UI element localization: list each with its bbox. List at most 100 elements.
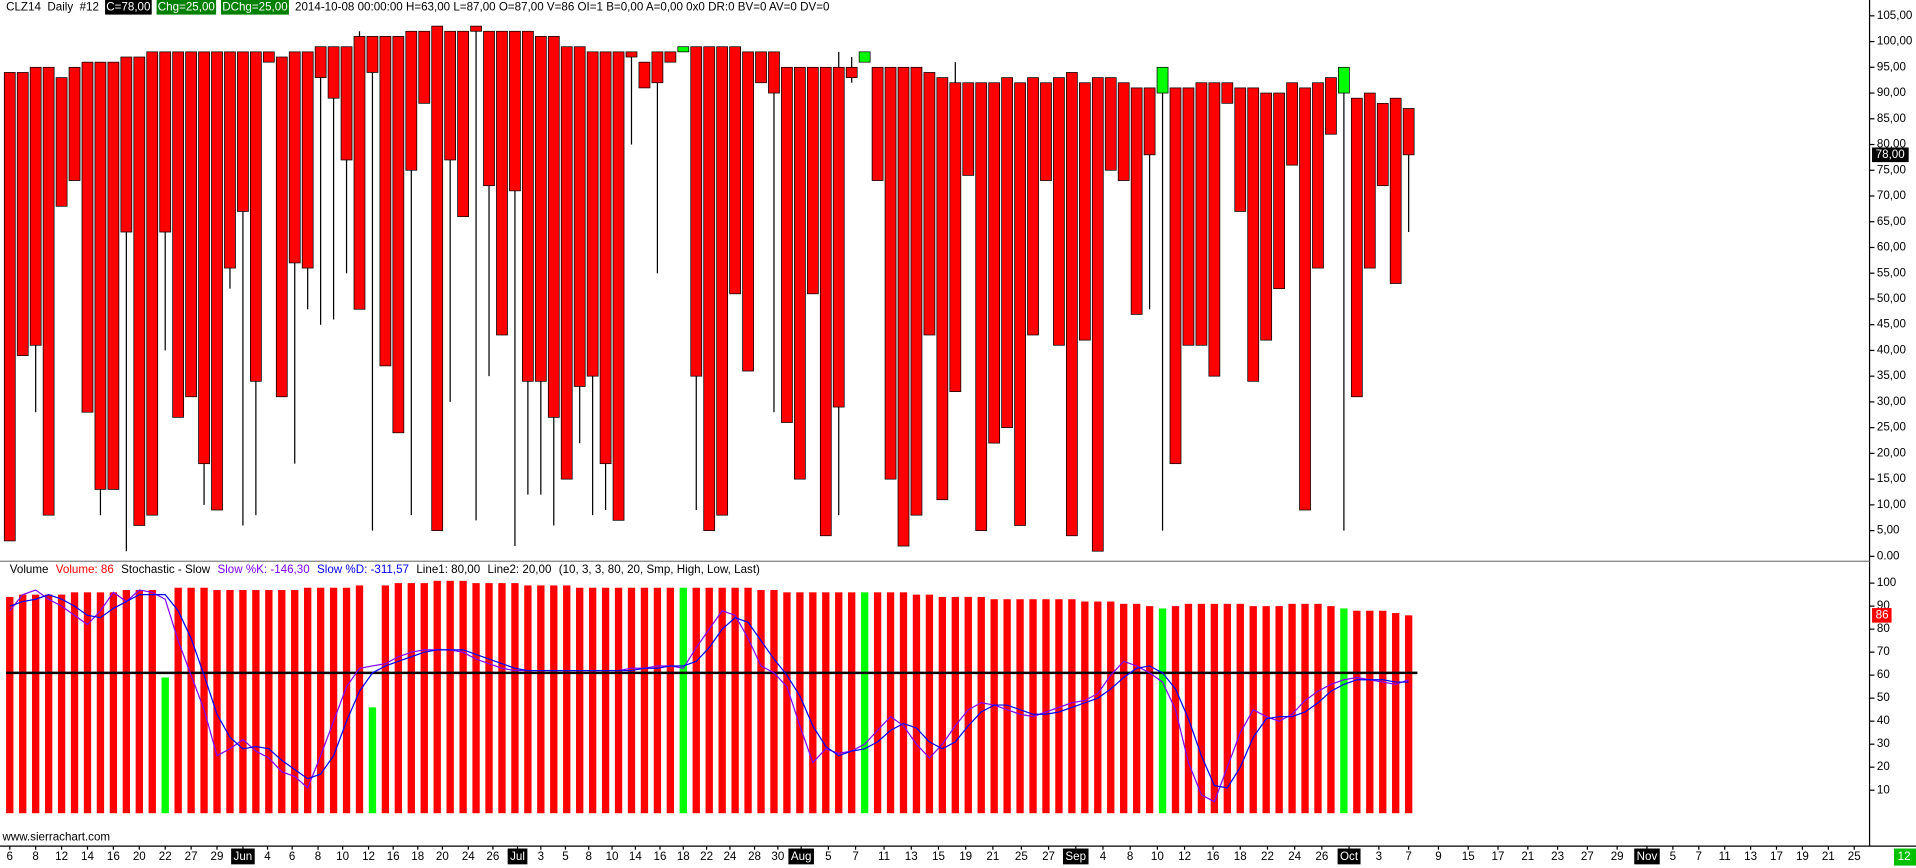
volume-bar bbox=[809, 592, 817, 814]
y-tick-label: 85,00 bbox=[1877, 113, 1906, 125]
candle-body bbox=[237, 51, 249, 212]
candle-body bbox=[755, 51, 767, 84]
candle-body bbox=[1389, 97, 1402, 284]
last-price-box bbox=[1872, 147, 1909, 163]
candle-body bbox=[677, 46, 690, 53]
volume-bar bbox=[96, 592, 105, 814]
corner-label: 12 bbox=[1898, 851, 1911, 863]
candle-body bbox=[1247, 87, 1260, 382]
volume-bar bbox=[446, 580, 454, 814]
candle-body bbox=[547, 36, 560, 418]
volume-bar bbox=[873, 592, 882, 814]
volume-bar bbox=[524, 585, 532, 814]
candle-body bbox=[651, 51, 664, 84]
candle-body bbox=[1014, 82, 1026, 526]
corner-box bbox=[1894, 848, 1916, 866]
candle-body bbox=[146, 51, 159, 516]
volume-bar bbox=[692, 587, 700, 814]
volume-bar bbox=[44, 594, 53, 814]
candle-body bbox=[742, 51, 754, 372]
candle-body bbox=[664, 51, 677, 63]
volume-bar bbox=[1107, 601, 1115, 814]
volume-bar bbox=[1184, 603, 1193, 814]
x-tick-label: 16 bbox=[654, 851, 667, 863]
volume-bar bbox=[174, 587, 182, 814]
x-tick-label: 8 bbox=[315, 851, 321, 863]
volume-bar bbox=[122, 590, 131, 814]
volume-bar bbox=[705, 587, 713, 814]
x-tick-label: 10 bbox=[606, 851, 619, 863]
y-tick-label: 60,00 bbox=[1877, 242, 1906, 254]
volume-bar bbox=[860, 592, 869, 814]
candle-body bbox=[431, 25, 444, 531]
x-tick-label: 23 bbox=[1551, 851, 1564, 863]
indicator-label: Line1: 80,00 bbox=[416, 564, 480, 576]
volume-bar bbox=[653, 587, 662, 814]
candle-body bbox=[94, 61, 107, 490]
x-tick-label: 3 bbox=[1376, 851, 1382, 863]
candle-body bbox=[509, 30, 521, 192]
y-tick-label: 75,00 bbox=[1877, 164, 1906, 176]
y2-tick-label: 50 bbox=[1877, 692, 1890, 704]
volume-bar bbox=[990, 599, 998, 814]
candle-body bbox=[353, 36, 366, 310]
volume-bar bbox=[1314, 603, 1322, 814]
volume-bar bbox=[886, 592, 895, 814]
volume-bar bbox=[472, 583, 480, 814]
y-tick-label: 25,00 bbox=[1877, 422, 1906, 434]
candle-body bbox=[1260, 92, 1273, 341]
candle-body bbox=[418, 30, 431, 104]
volume-bar bbox=[925, 594, 934, 814]
volume-bar bbox=[550, 585, 558, 814]
indicator-label: Line2: 20,00 bbox=[488, 564, 552, 576]
volume-bar bbox=[601, 587, 610, 814]
candle-body bbox=[1195, 82, 1208, 346]
x-tick-label: 15 bbox=[1462, 851, 1475, 863]
x-tick-label: 25 bbox=[1848, 851, 1861, 863]
x-tick-label: 27 bbox=[1581, 851, 1594, 863]
candle-body bbox=[1027, 77, 1039, 336]
y-tick-label: 50,00 bbox=[1877, 293, 1906, 305]
candle-body bbox=[599, 51, 612, 465]
x-tick-label: 28 bbox=[748, 851, 761, 863]
x-tick-label: 18 bbox=[1234, 851, 1247, 863]
header-item: CLZ14 Daily #12 bbox=[6, 1, 99, 13]
candle-body bbox=[366, 36, 379, 73]
volume-bar bbox=[614, 587, 623, 814]
volume-bar bbox=[783, 592, 791, 814]
candle-body bbox=[522, 30, 534, 382]
x-tick-box bbox=[507, 848, 528, 865]
volume-bar bbox=[1275, 606, 1283, 814]
candle-body bbox=[1091, 77, 1104, 552]
volume-bar bbox=[6, 596, 14, 814]
volume-bar bbox=[252, 590, 260, 814]
candle-body bbox=[42, 66, 55, 516]
volume-bar bbox=[213, 590, 221, 814]
candle-body bbox=[314, 46, 327, 78]
candle-body bbox=[496, 30, 508, 336]
candle-body bbox=[288, 51, 301, 264]
y-tick-label: 0.00 bbox=[1877, 550, 1900, 562]
x-tick-label: 4 bbox=[264, 851, 271, 863]
x-tick-label: 12 bbox=[362, 851, 375, 863]
candle-body bbox=[470, 25, 482, 32]
volume-bar bbox=[744, 587, 752, 814]
x-tick-label: 5 bbox=[1670, 851, 1676, 863]
x-tick-label: 19 bbox=[959, 851, 972, 863]
x-tick-label: 27 bbox=[185, 851, 198, 863]
x-tick-label: 14 bbox=[81, 851, 94, 863]
candle-body bbox=[845, 66, 858, 78]
candle-body bbox=[716, 46, 729, 516]
volume-bar bbox=[1132, 603, 1141, 814]
candle-body bbox=[1040, 82, 1052, 181]
volume-bar bbox=[951, 596, 959, 814]
x-tick-label: 30 bbox=[771, 851, 784, 863]
x-tick-label: 18 bbox=[411, 851, 424, 863]
candle-body bbox=[1338, 66, 1350, 94]
y2-tick-label: 60 bbox=[1877, 669, 1890, 681]
indicator-label: Volume: 86 bbox=[56, 564, 114, 576]
x-tick-label: 20 bbox=[436, 851, 449, 863]
x-tick-label: 4 bbox=[1100, 851, 1107, 863]
volume-bar bbox=[32, 594, 40, 814]
x-tick-label: 22 bbox=[159, 851, 172, 863]
